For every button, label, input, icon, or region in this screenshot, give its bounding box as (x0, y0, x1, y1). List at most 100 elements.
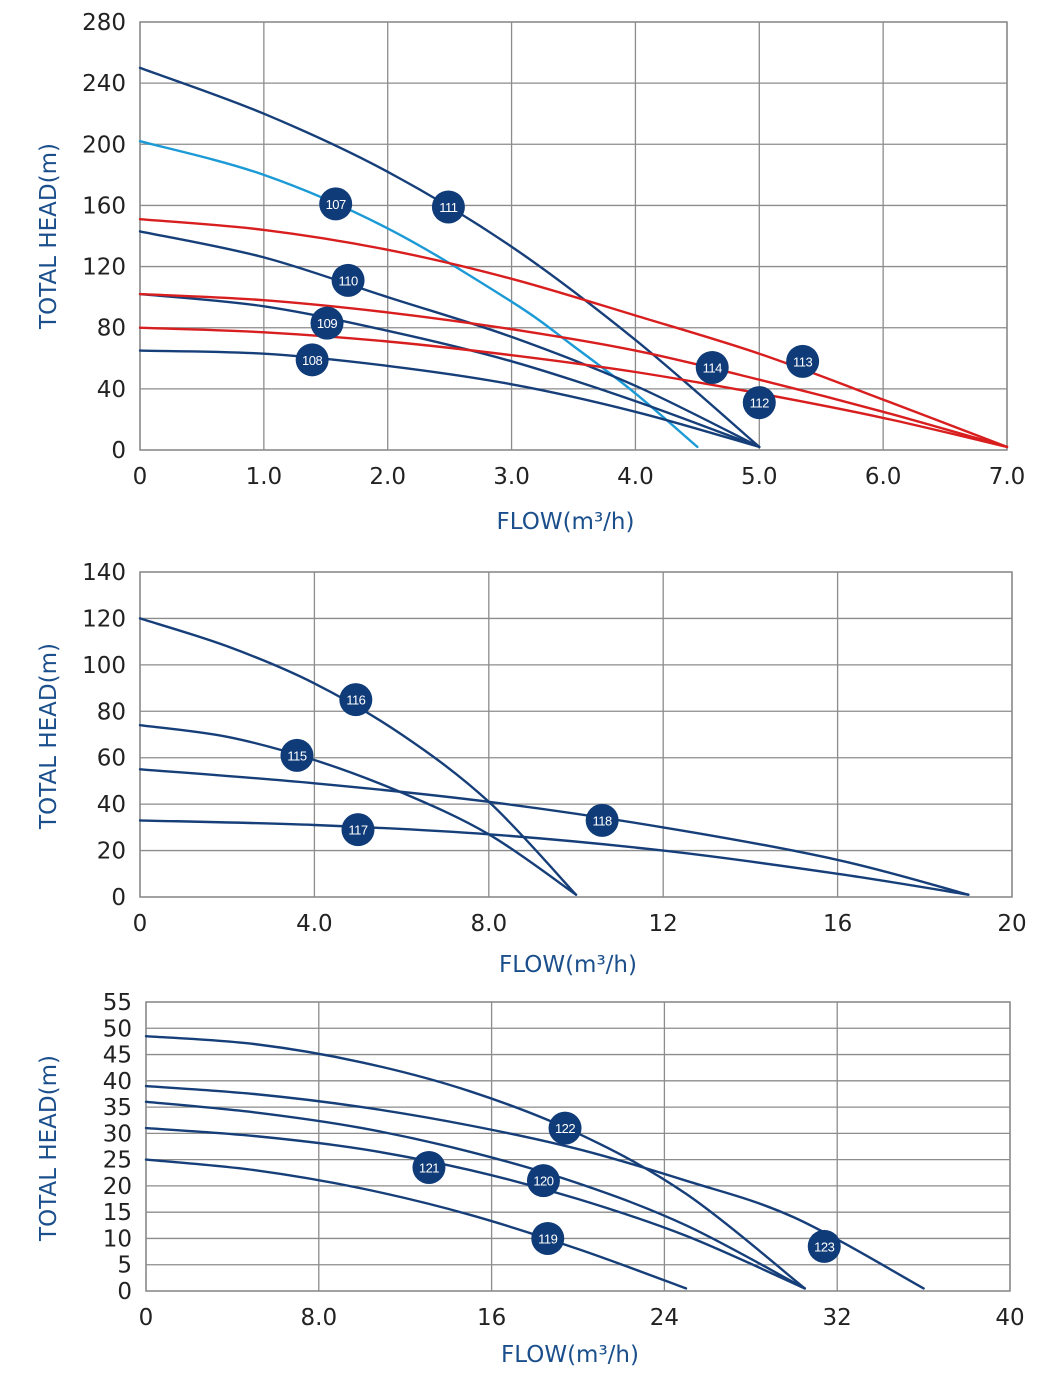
series-badge-113 (786, 344, 820, 378)
series-badge-123 (807, 1229, 841, 1263)
x-tick-label: 7.0 (989, 464, 1026, 490)
series-badge-115 (280, 738, 314, 772)
y-tick-label: 40 (103, 1069, 132, 1095)
series-label: 118 (593, 813, 612, 828)
y-tick-label: 10 (103, 1226, 132, 1252)
series-badge-118 (585, 803, 619, 837)
plot-frame (139, 21, 1008, 451)
series-label: 117 (348, 823, 367, 838)
curve-109 (138, 292, 761, 449)
y-axis-title: TOTAL HEAD(m) (36, 1055, 62, 1242)
y-tick-label: 120 (82, 606, 126, 632)
y-tick-label: 40 (97, 792, 126, 818)
x-tick-label: 4.0 (296, 911, 333, 937)
y-tick-label: 120 (82, 255, 126, 281)
chart-panel-2: 0 20 40 60 80 100 120 140 0 4.0 8.0 12 16 20 FLOW(m³/h… (36, 560, 1027, 978)
curve-120 (144, 1126, 806, 1290)
series-label: 110 (338, 273, 357, 288)
x-tick-label: 20 (997, 911, 1026, 937)
curve-118 (138, 768, 970, 896)
x-tick-label: 16 (823, 911, 852, 937)
y-tick-label: 5 (117, 1253, 132, 1279)
y-tick-label: 0 (117, 1279, 132, 1305)
curves (138, 617, 970, 896)
series-label: 108 (302, 353, 322, 368)
series-badge-107 (319, 187, 353, 221)
x-tick-label: 0 (133, 911, 148, 937)
x-tick-label: 24 (650, 1305, 679, 1331)
x-tick-label: 0 (139, 1305, 154, 1331)
x-tick-label: 5.0 (741, 464, 778, 490)
series-label: 113 (793, 354, 812, 369)
series-badge-109 (310, 306, 344, 340)
y-tick-label: 55 (103, 990, 132, 1016)
curve-114 (138, 292, 1009, 449)
series-label: 116 (346, 693, 365, 708)
y-tick-label: 160 (82, 193, 126, 219)
series-badge-110 (331, 263, 365, 297)
x-axis-title: FLOW(m³/h) (497, 509, 635, 535)
x-tick-label: 12 (649, 911, 678, 937)
x-tick-label: 40 (995, 1305, 1024, 1331)
curve-119 (144, 1158, 688, 1290)
curve-108 (138, 349, 761, 449)
x-tick-label: 6.0 (865, 464, 902, 490)
series-label: 112 (750, 396, 769, 411)
curve-110 (138, 230, 761, 449)
curve-121 (144, 1100, 806, 1290)
curve-122 (144, 1035, 806, 1290)
y-tick-label: 140 (82, 560, 126, 586)
curve-113 (138, 218, 1009, 449)
chart-panel-1: 0 40 80 120 160 200 240 280 0 1.0 2.0 3.0 4.0 5.0 6.0 7… (36, 10, 1025, 535)
series-badge-121 (412, 1151, 446, 1185)
y-tick-label: 30 (103, 1121, 132, 1147)
series-label: 123 (814, 1239, 834, 1254)
badges: 119 120 121 122 123 (412, 1111, 841, 1263)
y-tick-label: 80 (97, 316, 126, 342)
series-label: 122 (555, 1121, 575, 1136)
y-tick-label: 20 (103, 1174, 132, 1200)
y-tick-label: 25 (103, 1148, 132, 1174)
series-label: 121 (419, 1161, 439, 1176)
y-tick-label: 100 (82, 653, 126, 679)
badges: 107 108 109 110 111 112 114 113 (295, 187, 820, 420)
grid (139, 21, 1008, 451)
series-badge-122 (548, 1111, 582, 1145)
y-tick-label: 0 (111, 885, 126, 911)
x-tick-label: 3.0 (493, 464, 530, 490)
series-badge-111 (431, 190, 465, 224)
y-tick-label: 60 (97, 746, 126, 772)
x-tick-label: 8.0 (301, 1305, 338, 1331)
plot-frame (139, 571, 1013, 898)
y-tick-label: 200 (82, 132, 126, 158)
y-tick-label: 280 (82, 10, 126, 36)
curve-111 (138, 66, 761, 449)
grid (145, 1001, 1011, 1292)
y-axis-title: TOTAL HEAD(m) (36, 643, 62, 830)
series-badge-119 (531, 1221, 565, 1255)
y-tick-label: 45 (103, 1043, 132, 1069)
curve-107 (138, 140, 699, 449)
x-tick-label: 4.0 (617, 464, 654, 490)
curves (138, 66, 1009, 449)
x-tick-label: 16 (477, 1305, 506, 1331)
series-badge-117 (341, 813, 375, 847)
series-label: 114 (703, 360, 722, 375)
curve-123 (144, 1084, 925, 1290)
x-tick-label: 8.0 (471, 911, 508, 937)
x-tick-label: 1.0 (246, 464, 283, 490)
series-badge-120 (526, 1164, 560, 1198)
y-tick-label: 40 (97, 377, 126, 403)
grid (139, 571, 1013, 898)
curve-116 (138, 617, 578, 896)
x-axis-title: FLOW(m³/h) (501, 1342, 639, 1368)
x-tick-label: 0 (133, 464, 148, 490)
series-label: 119 (538, 1231, 557, 1246)
series-label: 120 (533, 1174, 553, 1189)
x-tick-label: 32 (823, 1305, 852, 1331)
y-tick-label: 35 (103, 1095, 132, 1121)
x-tick-label: 2.0 (369, 464, 406, 490)
series-label: 109 (317, 316, 337, 331)
